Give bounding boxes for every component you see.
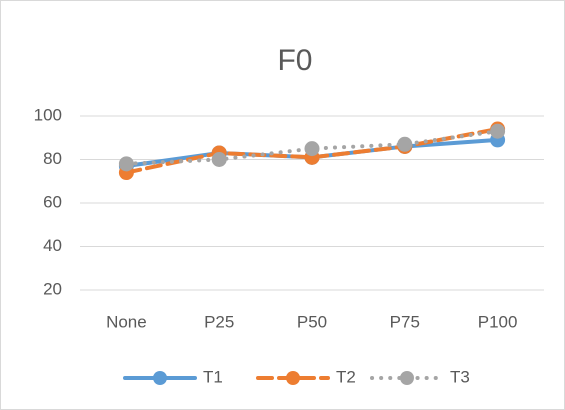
x-tick-label: P50 [297, 312, 327, 331]
legend-marker [286, 371, 300, 385]
series-line [124, 129, 500, 166]
legend-label: T2 [336, 367, 356, 386]
x-tick-label: P25 [204, 312, 234, 331]
point-marker [490, 123, 506, 139]
point-marker [211, 152, 227, 167]
legend-label: T3 [450, 367, 470, 386]
y-tick-label: 60 [43, 192, 62, 211]
point-marker [304, 141, 320, 157]
y-tick-label: 20 [43, 279, 62, 298]
x-tick-label: None [106, 312, 147, 331]
point-marker [397, 136, 413, 152]
x-tick-label: P75 [390, 312, 420, 331]
y-tick-label: 80 [43, 149, 62, 168]
legend-marker [153, 371, 167, 385]
legend-label: T1 [203, 367, 223, 386]
legend-marker [400, 371, 414, 385]
x-tick-label: P100 [478, 312, 518, 331]
point-marker [118, 156, 134, 172]
chart-title: F0 [277, 44, 312, 77]
y-tick-label: 40 [43, 236, 62, 255]
y-tick-label: 100 [34, 105, 62, 124]
